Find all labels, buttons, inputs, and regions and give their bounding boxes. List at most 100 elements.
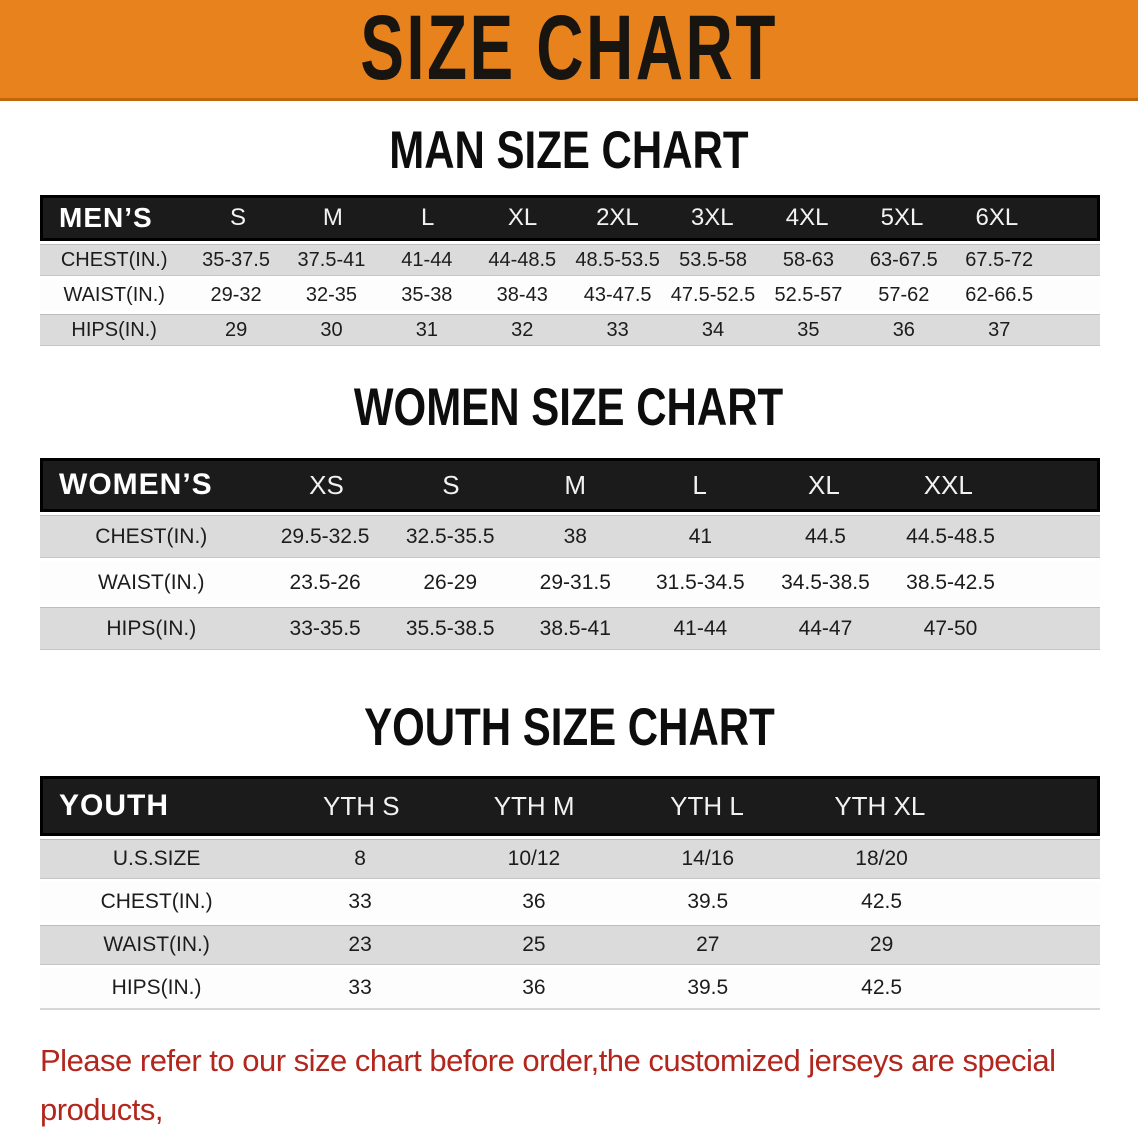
banner-title: SIZE CHART <box>360 0 778 100</box>
measurement-value: 33 <box>348 976 372 999</box>
measurement-value: 37.5-41 <box>297 248 366 271</box>
size-chart-banner: SIZE CHART <box>0 0 1138 101</box>
measurement-value: 53.5-58 <box>679 248 747 271</box>
measurement-value: 39.5 <box>687 976 729 999</box>
table-row-chest: CHEST(IN.) 29.5-32.5 32.5-35.5 38 41 44.… <box>40 515 1100 558</box>
measurement-value: 35.5-38.5 <box>405 616 495 640</box>
measurement-value: 38 <box>563 524 587 548</box>
measurement-value: 58-63 <box>782 248 834 271</box>
table-row-ussize: U.S.SIZE 8 10/12 14/16 18/20 <box>40 839 1100 879</box>
measurement-value: 42.5 <box>861 890 903 913</box>
men-size-table: MEN’S S M L XL 2XL 3XL 4XL 5XL 6XL CHEST… <box>40 195 1100 346</box>
measurement-value: 36 <box>522 976 546 999</box>
measurement-value: 67.5-72 <box>965 248 1034 271</box>
size-header-cell: M <box>322 204 343 231</box>
women-corner-label: WOMEN’S <box>59 468 213 501</box>
measurement-value: 43-47.5 <box>583 283 652 306</box>
measurement-value: 41-44 <box>673 616 728 640</box>
measurement-label: HIPS(IN.) <box>71 318 157 341</box>
size-header-cell: XL <box>808 469 840 500</box>
measurement-value: 36 <box>522 890 546 913</box>
measurement-value: 38.5-42.5 <box>906 570 995 594</box>
measurement-value: 47.5-52.5 <box>670 283 756 306</box>
table-row-hips: HIPS(IN.) 33-35.5 35.5-38.5 38.5-41 41-4… <box>40 607 1100 650</box>
size-header-cell: L <box>692 469 707 500</box>
measurement-value: 32-35 <box>305 283 358 306</box>
measurement-label: CHEST(IN.) <box>60 248 168 271</box>
measurement-value: 47-50 <box>923 616 978 640</box>
men-table-header: MEN’S S M L XL 2XL 3XL 4XL 5XL 6XL <box>40 195 1100 241</box>
measurement-value: 63-67.5 <box>869 248 938 271</box>
measurement-label: CHEST(IN.) <box>95 524 208 548</box>
measurement-label: U.S.SIZE <box>112 847 201 870</box>
size-header-cell: 5XL <box>880 204 924 231</box>
measurement-value: 33 <box>348 890 372 913</box>
size-header-cell: S <box>442 469 460 500</box>
women-table-header: WOMEN’S XS S M L XL XXL <box>40 458 1100 512</box>
measurement-value: 38.5-41 <box>539 616 611 640</box>
measurement-value: 29 <box>869 933 894 956</box>
measurement-value: 39.5 <box>687 890 729 913</box>
measurement-label: HIPS(IN.) <box>111 976 202 999</box>
size-header-cell: YTH L <box>670 790 744 821</box>
man-size-chart-heading: MAN SIZE CHART <box>0 120 1138 179</box>
size-header-cell: 4XL <box>785 204 829 231</box>
measurement-value: 32 <box>511 318 534 341</box>
measurement-label: HIPS(IN.) <box>106 616 197 640</box>
youth-table-header: YOUTH YTH S YTH M YTH L YTH XL <box>40 776 1100 836</box>
measurement-value: 27 <box>696 933 720 956</box>
section-heading-text: YOUTH SIZE CHART <box>363 697 775 757</box>
measurement-value: 52.5-57 <box>774 283 843 306</box>
table-row-hips: HIPS(IN.) 29 30 31 32 33 34 35 36 37 <box>40 314 1100 346</box>
measurement-value: 29-31.5 <box>539 570 611 594</box>
measurement-label: WAIST(IN.) <box>103 933 210 956</box>
section-heading-text: WOMEN SIZE CHART <box>354 377 784 437</box>
measurement-value: 29.5-32.5 <box>280 524 370 548</box>
measurement-value: 57-62 <box>878 283 930 306</box>
disclaimer-text: Please refer to our size chart before or… <box>40 1036 1108 1132</box>
measurement-label: WAIST(IN.) <box>63 283 165 306</box>
measurement-value: 35-37.5 <box>202 248 270 271</box>
measurement-value: 44-48.5 <box>488 248 557 271</box>
measurement-value: 31.5-34.5 <box>655 570 745 594</box>
measurement-value: 23 <box>348 933 372 956</box>
section-heading-text: MAN SIZE CHART <box>389 120 749 180</box>
measurement-value: 30 <box>320 318 343 341</box>
measurement-value: 29 <box>224 318 248 341</box>
table-row-waist: WAIST(IN.) 29-32 32-35 35-38 38-43 43-47… <box>40 279 1100 311</box>
table-row-hips: HIPS(IN.) 33 36 39.5 42.5 <box>40 968 1100 1008</box>
measurement-value: 8 <box>354 847 366 870</box>
measurement-value: 36 <box>892 318 915 341</box>
measurement-value: 33 <box>606 318 629 341</box>
table-row-waist: WAIST(IN.) 23.5-26 26-29 29-31.5 31.5-34… <box>40 561 1100 604</box>
measurement-value: 14/16 <box>681 847 735 870</box>
measurement-value: 29-32 <box>210 283 262 306</box>
table-row-waist: WAIST(IN.) 23 25 27 29 <box>40 925 1100 965</box>
youth-size-chart-heading: YOUTH SIZE CHART <box>0 697 1138 756</box>
size-header-cell: YTH S <box>323 790 400 821</box>
size-header-cell: 3XL <box>690 204 734 231</box>
measurement-value: 33-35.5 <box>289 616 361 640</box>
size-header-cell: YTH XL <box>834 790 926 821</box>
size-header-cell: 6XL <box>975 204 1019 231</box>
measurement-label: CHEST(IN.) <box>100 890 213 913</box>
disclaimer-line-1: Please refer to our size chart before or… <box>40 1043 1056 1127</box>
size-header-cell: L <box>421 204 435 231</box>
measurement-value: 31 <box>415 318 438 341</box>
measurement-value: 18/20 <box>855 847 908 870</box>
table-row-chest: CHEST(IN.) 33 36 39.5 42.5 <box>40 882 1100 922</box>
measurement-value: 44-47 <box>798 616 853 640</box>
measurement-value: 35 <box>797 318 820 341</box>
size-header-cell: XS <box>309 469 344 500</box>
size-header-cell: S <box>229 204 246 231</box>
measurement-value: 41-44 <box>401 248 453 271</box>
measurement-value: 25 <box>522 933 546 956</box>
size-header-cell: XXL <box>923 469 973 500</box>
measurement-value: 34.5-38.5 <box>781 570 870 594</box>
size-header-cell: 2XL <box>596 204 639 231</box>
measurement-value: 32.5-35.5 <box>405 524 495 548</box>
youth-corner-label: YOUTH <box>59 789 169 822</box>
measurement-value: 44.5 <box>805 524 846 548</box>
measurement-value: 44.5-48.5 <box>906 524 995 548</box>
measurement-value: 35-38 <box>401 283 453 306</box>
